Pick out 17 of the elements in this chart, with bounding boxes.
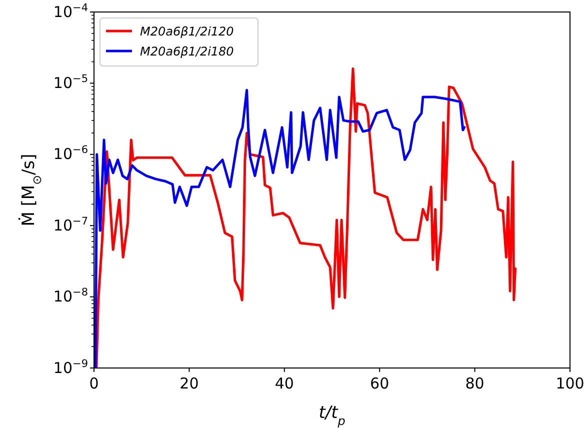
x-axis-title: t/t$_{p}$ — [318, 403, 346, 428]
x-tick-label: 100 — [556, 374, 584, 392]
y-tick-label: 10$^{−6}$ — [53, 144, 88, 164]
line-series — [94, 88, 466, 368]
y-tick-label: 10$^{−7}$ — [53, 215, 88, 234]
legend-label: M20a6β1/2i180 — [140, 44, 234, 58]
x-tick-label: 60 — [370, 374, 390, 392]
y-tick-label: 10$^{−9}$ — [53, 358, 88, 377]
legend-label: M20a6β1/2i120 — [140, 24, 234, 38]
y-tick-label: 10$^{−5}$ — [53, 73, 88, 92]
y-tick-label: 10$^{−4}$ — [53, 2, 88, 21]
x-tick-label: 20 — [180, 374, 199, 392]
y-tick-label: 10$^{−8}$ — [53, 286, 88, 306]
x-tick-label: 80 — [465, 374, 484, 392]
line-series — [95, 67, 517, 368]
x-tick-label: 0 — [89, 374, 99, 392]
x-tick-label: 40 — [274, 374, 294, 392]
